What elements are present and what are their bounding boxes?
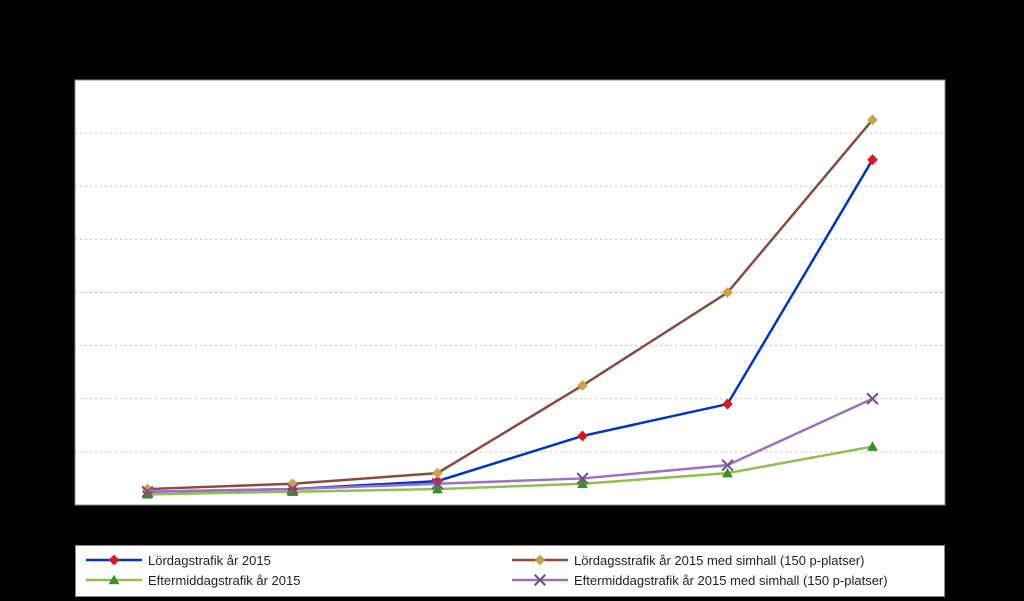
legend-label: Lördagsstrafik år 2015 med simhall (150 … — [574, 553, 864, 568]
legend-label: Eftermiddagstrafik år 2015 med simhall (… — [574, 573, 888, 588]
legend-row: Lördagstrafik år 2015 Lördagsstrafik år 2… — [84, 550, 936, 570]
legend-item: Eftermiddagstrafik år 2015 med simhall (… — [510, 573, 936, 588]
legend-label: Eftermiddagstrafik år 2015 — [148, 573, 300, 588]
legend-item: Lördagsstrafik år 2015 med simhall (150 … — [510, 553, 936, 568]
line-chart — [0, 0, 1024, 601]
legend-label: Lördagstrafik år 2015 — [148, 553, 271, 568]
legend: Lördagstrafik år 2015 Lördagsstrafik år 2… — [75, 545, 945, 597]
chart-container: Lördagstrafik år 2015 Lördagsstrafik år 2… — [0, 0, 1024, 601]
legend-item: Lördagstrafik år 2015 — [84, 553, 510, 568]
legend-row: Eftermiddagstrafik år 2015 Eftermiddagstr… — [84, 570, 936, 590]
legend-item: Eftermiddagstrafik år 2015 — [84, 573, 510, 588]
